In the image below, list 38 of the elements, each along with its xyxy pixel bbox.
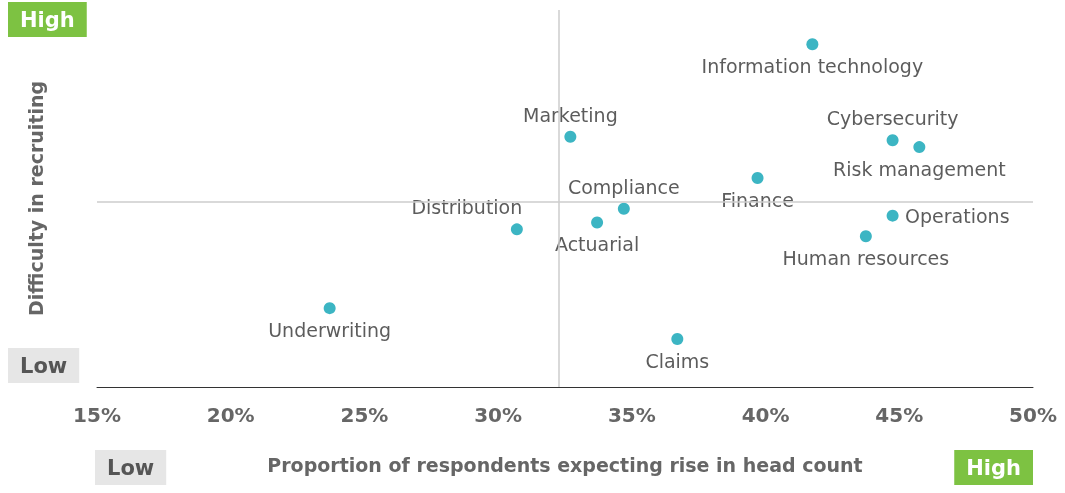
annotation: Actuarial: [554, 233, 640, 256]
annotation: Distribution: [411, 196, 523, 219]
point: [886, 134, 899, 147]
x-tick-label: 45%: [875, 403, 924, 427]
text: High: [966, 455, 1022, 480]
point: [564, 130, 577, 143]
x-tick-label: 25%: [340, 403, 389, 427]
point: [751, 171, 764, 184]
point: [671, 333, 684, 346]
point: [323, 302, 336, 315]
annotation: Claims: [645, 350, 710, 373]
annotation: Information technology: [701, 55, 924, 78]
x-tick-label: 35%: [607, 403, 656, 427]
text: High: [20, 7, 75, 32]
annotation: Compliance: [567, 175, 680, 198]
point: [886, 209, 899, 222]
point: [617, 202, 630, 215]
x-tick-label: 40%: [741, 403, 790, 427]
annotation: Underwriting: [268, 319, 392, 342]
point: [913, 141, 926, 154]
point: [591, 216, 604, 229]
annotation: Cybersecurity: [826, 107, 959, 130]
x-tick-label: 30%: [474, 403, 523, 427]
point: [859, 230, 872, 243]
text: Low: [107, 455, 155, 480]
point: [510, 223, 523, 236]
annotation: Operations: [905, 204, 1010, 227]
annotation: Human resources: [782, 247, 950, 270]
annotation: Marketing: [523, 103, 618, 126]
annotation: Risk management: [832, 158, 1006, 181]
y-axis-title: Difficulty in recruiting: [24, 80, 47, 317]
point: [806, 38, 819, 51]
text: Low: [20, 353, 68, 378]
x-tick-label: 50%: [1009, 403, 1057, 427]
x-axis-title: Proportion of respondents expecting rise in head count: [267, 453, 863, 476]
x-tick-label: 15%: [73, 403, 121, 427]
x-tick-label: 20%: [206, 403, 255, 427]
annotation: Finance: [721, 188, 794, 211]
